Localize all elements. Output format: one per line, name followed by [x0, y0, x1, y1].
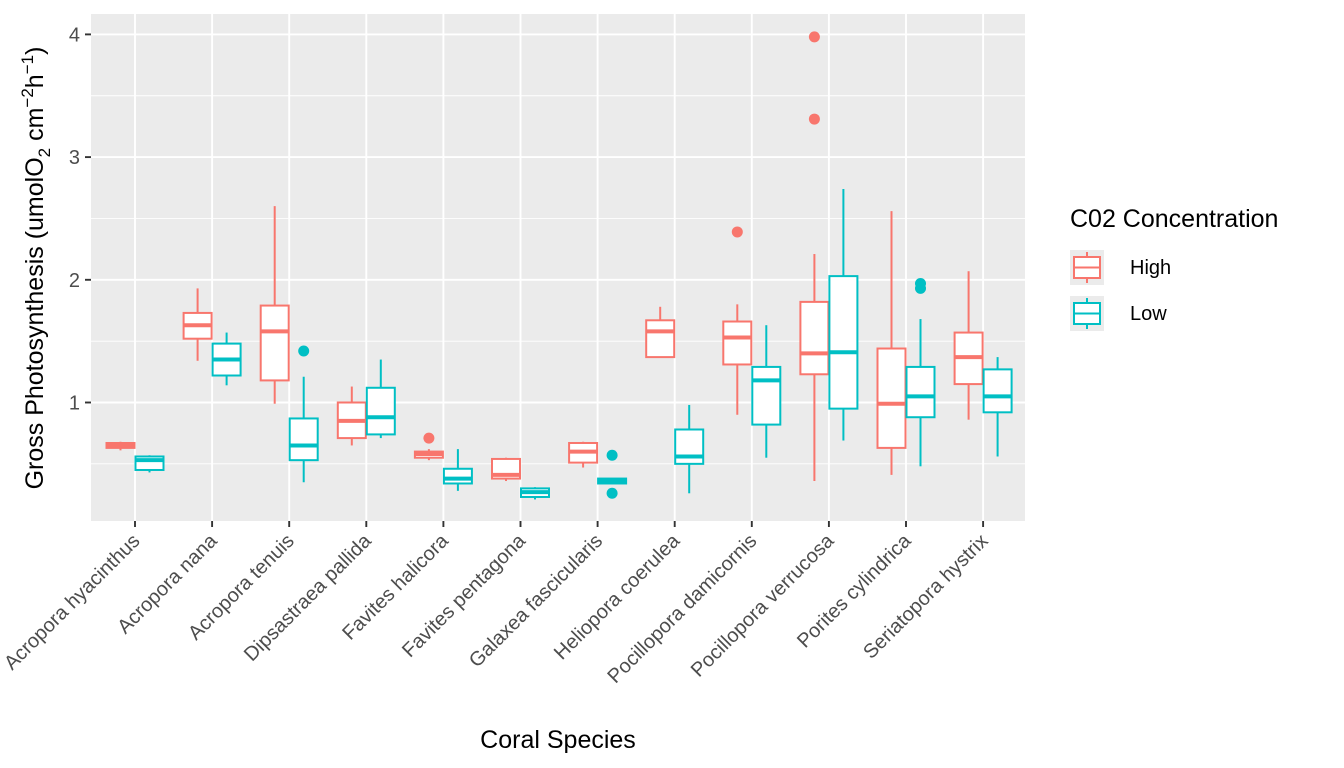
box-low	[597, 449, 628, 499]
box-high	[722, 226, 753, 415]
box-body	[799, 300, 830, 376]
box-low	[982, 357, 1013, 457]
x-tick-label: Galaxea fascicularis	[465, 530, 607, 672]
outlier-point	[423, 432, 435, 444]
box-body	[982, 368, 1013, 414]
box-low	[674, 404, 705, 494]
y-axis-title-prefix: Gross Photosynthesis (umolO	[21, 157, 49, 489]
box-low	[520, 487, 550, 500]
box-low	[134, 455, 165, 473]
box-high	[182, 288, 213, 361]
box-body	[288, 417, 319, 462]
box-body	[876, 347, 907, 449]
box-low	[828, 189, 859, 441]
y-axis-title-sup1: −2	[18, 88, 37, 107]
box-high	[491, 457, 521, 482]
box-body	[905, 365, 936, 419]
x-tick-label: Dipsastraea pallida	[240, 529, 376, 665]
box-low	[442, 449, 473, 491]
boxes-layer	[105, 31, 1013, 500]
box-low	[365, 359, 396, 439]
box-high	[105, 441, 136, 451]
y-axis-title-h: h	[21, 74, 49, 88]
legend: C02 Concentration High Low	[1070, 205, 1278, 331]
y-axis: 1 2 3 4	[69, 24, 91, 415]
box-low	[288, 345, 319, 483]
outlier-point	[606, 449, 618, 461]
y-axis-title: Gross Photosynthesis (umolO2 cm−2h−1)	[18, 47, 54, 490]
box-body	[722, 320, 753, 366]
y-tick-label: 3	[69, 147, 80, 169]
legend-key-high	[1070, 250, 1104, 285]
outlier-point	[808, 113, 820, 125]
box-high	[336, 386, 367, 446]
box-body	[674, 428, 705, 465]
y-axis-title-sub: 2	[35, 148, 54, 157]
outlier-point	[731, 226, 743, 238]
box-body	[259, 304, 290, 382]
box-low	[211, 332, 242, 386]
box-high	[876, 211, 907, 475]
box-high	[953, 271, 984, 420]
x-axis-title: Coral Species	[480, 726, 636, 754]
y-tick-label: 2	[69, 270, 80, 292]
x-tick-label: Pocillopora verrucosa	[687, 529, 839, 681]
outlier-point	[808, 31, 820, 43]
legend-title: C02 Concentration	[1070, 205, 1278, 233]
box-body	[365, 386, 396, 436]
outlier-point	[298, 345, 310, 357]
legend-label: Low	[1130, 303, 1167, 325]
x-tick-label: Pocillopora damicornis	[604, 530, 762, 688]
box-body	[828, 275, 859, 410]
box-body	[751, 365, 782, 426]
box-high	[413, 432, 444, 461]
panel-background	[91, 14, 1025, 521]
outlier-point	[915, 277, 926, 289]
x-tick-label: Heliopora coerulea	[550, 529, 685, 664]
y-tick-label: 4	[69, 24, 80, 46]
y-axis-title-suffix: )	[21, 47, 49, 55]
box-high	[259, 206, 290, 404]
legend-key-low	[1070, 296, 1104, 331]
box-high	[645, 306, 676, 359]
box-body	[442, 467, 473, 485]
x-tick-label: Acropora hyacinthus	[0, 530, 144, 674]
y-tick-label: 1	[69, 393, 80, 415]
box-body	[645, 319, 676, 359]
box-low	[751, 325, 782, 458]
outlier-point	[606, 487, 618, 499]
box-high	[568, 441, 599, 468]
y-axis-title-sup2: −1	[18, 55, 37, 74]
y-axis-title-mid: cm	[21, 108, 49, 148]
box-low	[905, 277, 936, 467]
legend-label: High	[1130, 257, 1171, 279]
